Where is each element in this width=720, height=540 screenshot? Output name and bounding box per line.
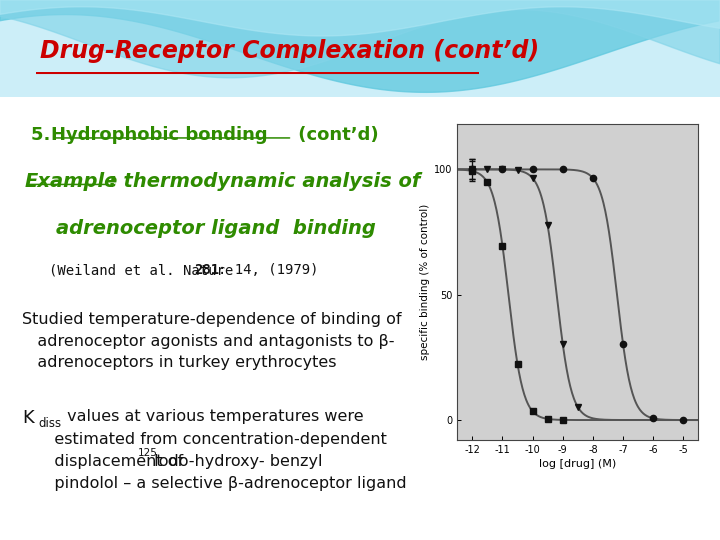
Text: pindolol – a selective β-adrenoceptor ligand: pindolol – a selective β-adrenoceptor li… (40, 476, 407, 491)
Text: : thermodynamic analysis of: : thermodynamic analysis of (109, 172, 420, 192)
Text: : 14, (1979): : 14, (1979) (218, 263, 318, 277)
Text: values at various temperatures were: values at various temperatures were (62, 409, 363, 424)
Text: displacement of: displacement of (40, 454, 189, 469)
Text: estimated from concentration-dependent: estimated from concentration-dependent (40, 431, 387, 447)
Text: diss: diss (38, 417, 61, 430)
Text: 125: 125 (138, 448, 158, 458)
Y-axis label: specific binding (% of control): specific binding (% of control) (420, 204, 430, 360)
Text: Hydrophobic bonding: Hydrophobic bonding (51, 126, 268, 144)
Text: 281: 281 (194, 263, 220, 277)
Text: Iodo-hydroxy- benzyl: Iodo-hydroxy- benzyl (154, 454, 323, 469)
Text: 5.: 5. (31, 126, 57, 144)
X-axis label: log [drug] (M): log [drug] (M) (539, 459, 616, 469)
Text: Drug-Receptor Complexation (cont’d): Drug-Receptor Complexation (cont’d) (40, 39, 539, 63)
Text: Studied temperature-dependence of binding of
   adrenoceptor agonists and antago: Studied temperature-dependence of bindin… (22, 312, 402, 370)
Text: K: K (22, 409, 34, 427)
Text: Example: Example (24, 172, 118, 192)
Text: (cont’d): (cont’d) (292, 126, 379, 144)
Text: adrenoceptor ligand  binding: adrenoceptor ligand binding (56, 219, 376, 238)
Text: (Weiland et al. Nature: (Weiland et al. Nature (49, 263, 242, 277)
